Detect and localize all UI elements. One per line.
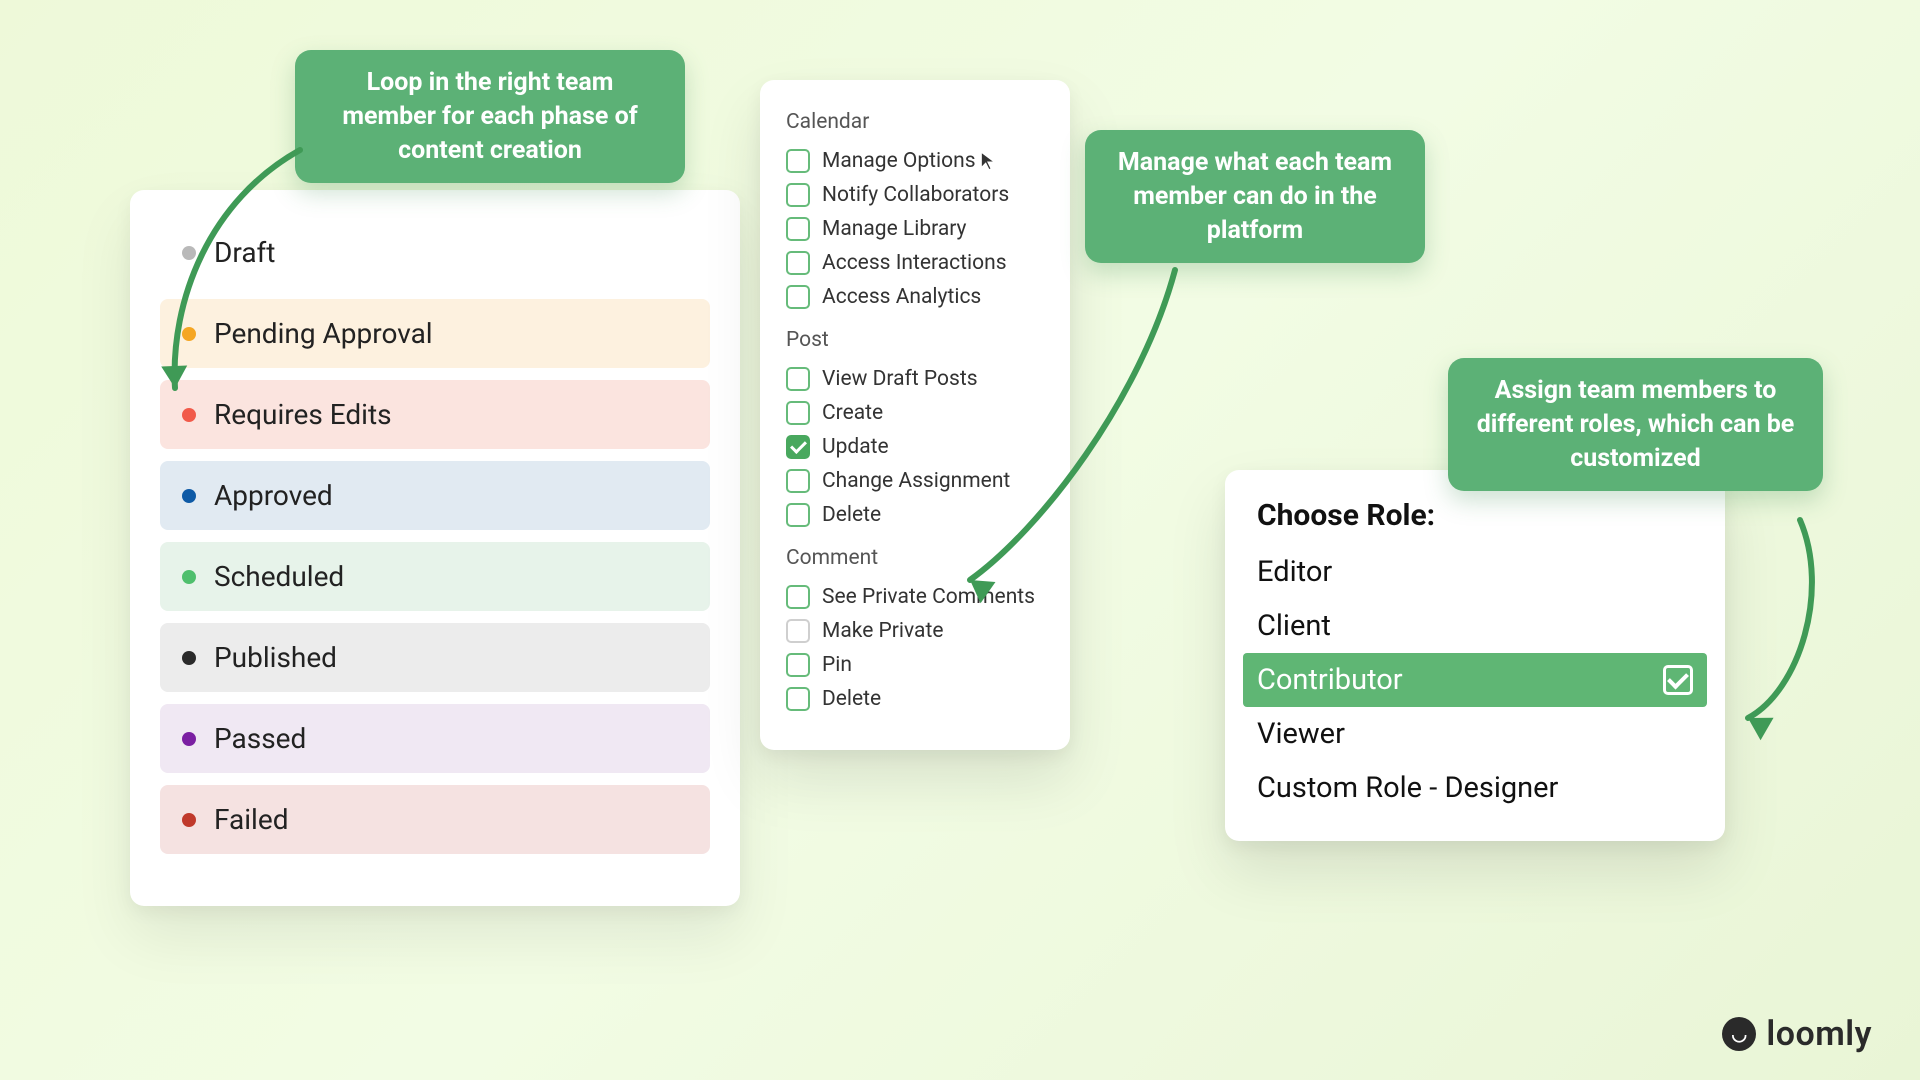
perm-item[interactable]: See Private Comments [786, 580, 1044, 614]
perm-item[interactable]: Make Private [786, 614, 1044, 648]
callout-text: Loop in the right team member for each p… [342, 68, 637, 165]
status-dot-icon [182, 570, 196, 584]
perm-item[interactable]: Access Analytics [786, 280, 1044, 314]
checkbox-icon[interactable] [786, 585, 810, 609]
perm-item-label: Access Interactions [822, 251, 1007, 275]
status-row[interactable]: Approved [160, 461, 710, 530]
callout-phases: Loop in the right team member for each p… [295, 50, 685, 183]
perm-item-label: Make Private [822, 619, 943, 643]
arrow-head-icon [1748, 718, 1774, 741]
perm-item[interactable]: Access Interactions [786, 246, 1044, 280]
perm-item-label: Change Assignment [822, 469, 1010, 493]
status-label: Scheduled [214, 560, 344, 593]
status-dot-icon [182, 813, 196, 827]
callout-permissions: Manage what each team member can do in t… [1085, 130, 1425, 263]
perm-item-label: See Private Comments [822, 585, 1035, 609]
status-row[interactable]: Published [160, 623, 710, 692]
perm-item[interactable]: Manage Options [786, 144, 1044, 178]
callout-text: Manage what each team member can do in t… [1118, 148, 1392, 245]
checkbox-icon[interactable] [786, 285, 810, 309]
checkbox-icon[interactable] [786, 435, 810, 459]
cursor-icon [978, 150, 1000, 172]
brand-logo: ◡ loomly [1722, 1014, 1872, 1054]
checkbox-icon[interactable] [786, 503, 810, 527]
perm-item-label: View Draft Posts [822, 367, 978, 391]
status-row[interactable]: Requires Edits [160, 380, 710, 449]
callout-text: Assign team members to different roles, … [1477, 376, 1795, 473]
status-row[interactable]: Passed [160, 704, 710, 773]
brand-logo-icon: ◡ [1722, 1017, 1756, 1051]
status-row[interactable]: Scheduled [160, 542, 710, 611]
perm-item[interactable]: Create [786, 396, 1044, 430]
perm-item-label: Manage Library [822, 217, 967, 241]
brand-logo-text: loomly [1766, 1014, 1872, 1054]
perm-item-label: Delete [822, 687, 881, 711]
status-label: Published [214, 641, 337, 674]
status-label: Pending Approval [214, 317, 433, 350]
role-item[interactable]: Contributor [1243, 653, 1707, 707]
checkbox-icon[interactable] [786, 619, 810, 643]
perm-section-title: Comment [786, 546, 1044, 570]
status-dot-icon [182, 732, 196, 746]
check-icon [1663, 665, 1693, 695]
status-label: Passed [214, 722, 306, 755]
permissions-panel: Calendar Manage Options Notify Collaborato… [760, 80, 1070, 750]
perm-item-label: Delete [822, 503, 881, 527]
checkbox-icon[interactable] [786, 653, 810, 677]
status-dot-icon [182, 327, 196, 341]
perm-item[interactable]: Pin [786, 648, 1044, 682]
status-label: Failed [214, 803, 289, 836]
role-panel: Choose Role: Editor Client Contributor View… [1225, 470, 1725, 841]
checkbox-icon[interactable] [786, 183, 810, 207]
perm-section-title: Calendar [786, 110, 1044, 134]
perm-item-label: Notify Collaborators [822, 183, 1009, 207]
status-dot-icon [182, 246, 196, 260]
status-label: Approved [214, 479, 333, 512]
perm-item[interactable]: Change Assignment [786, 464, 1044, 498]
role-item[interactable]: Custom Role - Designer [1243, 761, 1707, 815]
perm-item[interactable]: Delete [786, 498, 1044, 532]
status-row[interactable]: Failed [160, 785, 710, 854]
role-item[interactable]: Client [1243, 599, 1707, 653]
role-item-label: Custom Role - Designer [1257, 771, 1558, 805]
arrow-path [1748, 520, 1812, 718]
perm-item[interactable]: Update [786, 430, 1044, 464]
status-row[interactable]: Draft [160, 218, 710, 287]
checkbox-icon[interactable] [786, 367, 810, 391]
checkbox-icon[interactable] [786, 149, 810, 173]
status-label: Draft [214, 236, 275, 269]
perm-item[interactable]: Manage Library [786, 212, 1044, 246]
role-panel-title: Choose Role: [1243, 498, 1707, 545]
role-item-label: Client [1257, 609, 1331, 643]
status-panel: Draft Pending Approval Requires Edits Appro… [130, 190, 740, 906]
checkbox-icon[interactable] [786, 251, 810, 275]
status-dot-icon [182, 489, 196, 503]
perm-item[interactable]: Delete [786, 682, 1044, 716]
status-dot-icon [182, 651, 196, 665]
perm-section-title: Post [786, 328, 1044, 352]
role-item-label: Editor [1257, 555, 1332, 589]
perm-item-label: Access Analytics [822, 285, 981, 309]
checkbox-icon[interactable] [786, 401, 810, 425]
role-item-label: Contributor [1257, 663, 1403, 697]
role-item[interactable]: Editor [1243, 545, 1707, 599]
callout-roles: Assign team members to different roles, … [1448, 358, 1823, 491]
perm-item-label: Pin [822, 653, 852, 677]
perm-item-label: Manage Options [822, 149, 976, 173]
checkbox-icon[interactable] [786, 217, 810, 241]
checkbox-icon[interactable] [786, 687, 810, 711]
perm-item-label: Update [822, 435, 889, 459]
status-dot-icon [182, 408, 196, 422]
perm-item[interactable]: View Draft Posts [786, 362, 1044, 396]
role-item-label: Viewer [1257, 717, 1345, 751]
status-row[interactable]: Pending Approval [160, 299, 710, 368]
checkbox-icon[interactable] [786, 469, 810, 493]
status-label: Requires Edits [214, 398, 392, 431]
role-item[interactable]: Viewer [1243, 707, 1707, 761]
perm-item[interactable]: Notify Collaborators [786, 178, 1044, 212]
perm-item-label: Create [822, 401, 883, 425]
